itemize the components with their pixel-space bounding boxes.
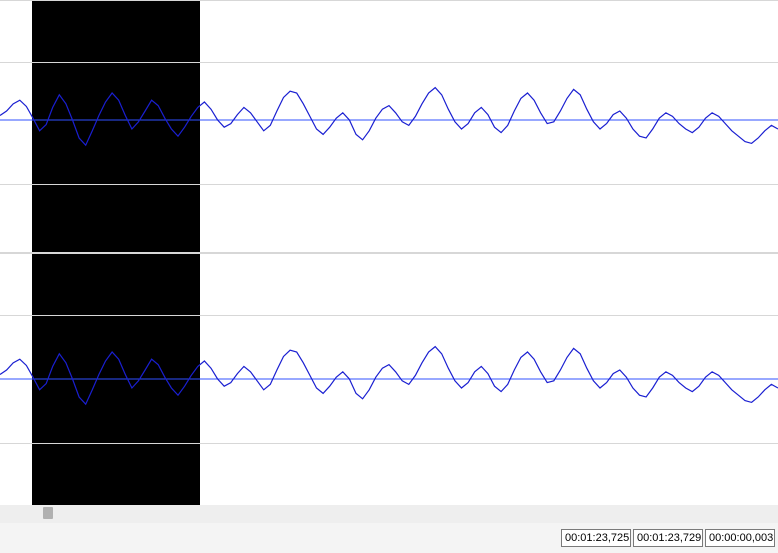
waveform-path-right bbox=[0, 347, 778, 405]
waveform-left bbox=[0, 0, 778, 252]
scrollbar-thumb[interactable] bbox=[43, 507, 53, 519]
time-readout-selection-end: 00:01:23,729 bbox=[633, 529, 703, 547]
horizontal-scrollbar[interactable] bbox=[0, 505, 778, 523]
waveform-path-left bbox=[0, 88, 778, 146]
waveform-area[interactable] bbox=[0, 0, 778, 505]
status-bar: 00:01:23,72500:01:23,72900:00:00,003 bbox=[0, 523, 778, 553]
waveform-right bbox=[0, 253, 778, 505]
time-readout-selection-length: 00:00:00,003 bbox=[705, 529, 775, 547]
time-readout-selection-start: 00:01:23,725 bbox=[561, 529, 631, 547]
